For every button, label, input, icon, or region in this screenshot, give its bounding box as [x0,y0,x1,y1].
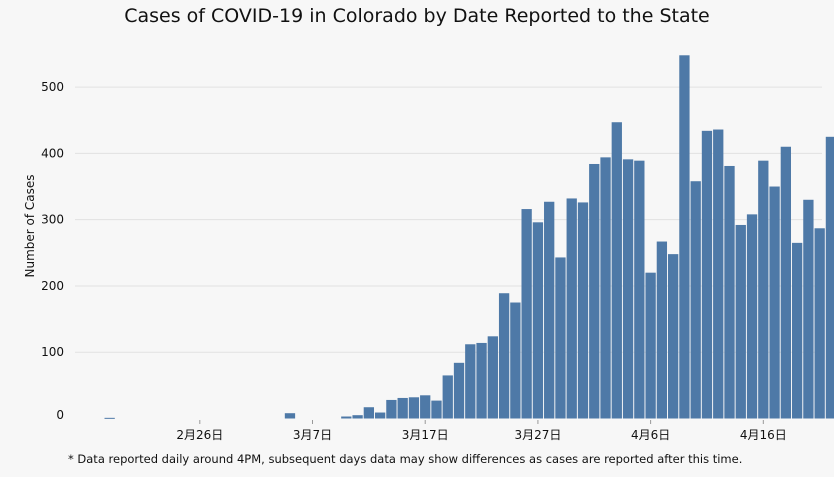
bar [521,209,532,419]
bar [442,375,453,419]
bar [532,222,544,419]
bar [544,201,555,419]
y-axis-title: Number of Cases [23,174,37,277]
y-tick-label: 500 [41,80,64,94]
bar [397,397,408,419]
bar [645,272,656,419]
y-axis-ticks: 0 100 200 300 400 500 [41,80,64,422]
bar [341,416,352,419]
bar [577,202,589,419]
bar [555,257,566,419]
bar [746,214,758,419]
x-axis-ticks: 2月26日 3月7日 3月17日 3月27日 4月6日 4月16日 [176,420,787,442]
y-tick-label: 0 [56,408,64,422]
bar [791,242,803,419]
bar [656,241,668,419]
bar [679,55,690,419]
bar [363,407,375,419]
bar [701,130,713,419]
bar [566,198,577,419]
bar [284,413,296,419]
bar [668,254,679,419]
bar [690,181,701,419]
x-tick-label: 3月27日 [514,428,561,442]
bar [420,395,431,419]
y-tick-label: 200 [41,279,64,293]
footnote: * Data reported daily around 4PM, subseq… [68,452,743,466]
bar [498,293,510,419]
bar [386,399,397,419]
bar [487,336,498,419]
bar [510,302,521,419]
bar [825,136,834,419]
bar [465,344,476,419]
bar [600,157,611,419]
bar [589,163,600,419]
x-tick-label: 4月6日 [631,428,670,442]
bar [724,165,735,419]
x-tick-label: 2月26日 [176,428,223,442]
bar [104,417,115,419]
chart-title: Cases of COVID-19 in Colorado by Date Re… [124,5,710,27]
bars [104,55,834,419]
bar [352,415,363,419]
bar [611,122,622,419]
bar [780,146,791,419]
bar [453,362,465,419]
y-tick-label: 300 [41,213,64,227]
bar [758,160,769,419]
bar [769,186,780,419]
y-tick-label: 400 [41,146,64,160]
bar [713,129,724,419]
bar [476,342,487,419]
x-tick-label: 3月17日 [402,428,449,442]
bar [803,199,814,419]
bar [814,228,825,419]
y-tick-label: 100 [41,345,64,359]
bar [431,400,442,419]
bar [735,224,746,419]
bar [408,397,420,419]
x-tick-label: 3月7日 [293,428,332,442]
bar [634,160,645,419]
bar [622,159,634,419]
x-tick-label: 4月16日 [740,428,787,442]
bar [374,412,386,419]
